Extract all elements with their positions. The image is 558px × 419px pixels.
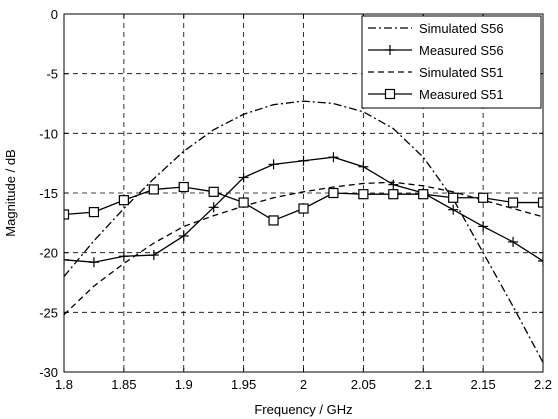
legend-entry: Measured S51 [368,87,504,102]
series-layer [64,100,543,363]
plus-marker [64,254,69,265]
legend-entry: Simulated S56 [368,21,504,36]
plus-marker [328,152,339,163]
y-tick-label: 0 [51,7,58,22]
x-tick-label: 1.9 [175,377,193,392]
square-marker [478,192,489,203]
series-simulated-s56 [64,100,543,363]
plus-marker [385,45,395,55]
x-tick-label: 1.8 [55,377,73,392]
x-axis-title: Frequency / GHz [254,402,352,417]
x-tick-label: 2.05 [351,377,376,392]
plus-marker [508,236,519,247]
legend-label: Simulated S56 [419,21,504,36]
y-tick-label: -20 [39,246,58,261]
square-marker [268,215,279,226]
square-marker [358,189,369,200]
square-marker [298,203,309,214]
square-marker [448,192,459,203]
y-tick-label: -5 [46,67,58,82]
legend: Simulated S56 Measured S56 Simulated S51 Me… [361,15,542,109]
square-marker [418,189,429,200]
square-marker [388,189,399,200]
plus-marker [538,256,543,267]
plus-marker [148,250,159,261]
plus-marker [88,257,99,268]
square-marker [64,209,70,220]
plus-marker [358,161,369,172]
x-tick-label: 2.2 [534,377,552,392]
square-marker [208,186,219,197]
series-line [64,181,543,316]
series-measured-s56 [64,152,543,268]
plus-marker [448,204,459,215]
square-marker [88,206,100,218]
axis-ticks: 1.8 1.85 1.9 1.95 2 2.05 2.1 2.15 2.2 0 -5 -10 -15 -2… [39,7,552,392]
plus-marker [388,179,399,190]
x-tick-label: 1.85 [111,377,136,392]
series-measured-s51 [64,181,543,226]
y-tick-label: -10 [39,126,58,141]
plus-marker [118,251,129,262]
square-marker [148,184,159,195]
legend-label: Simulated S51 [419,65,504,80]
square-marker [384,88,396,100]
x-tick-label: 2.1 [414,377,432,392]
square-marker [328,187,339,199]
plus-marker [238,172,249,183]
square-marker [238,197,249,208]
plus-marker [268,159,279,170]
square-marker [507,197,519,208]
y-axis-title: Magnitude / dB [3,149,18,236]
series-simulated-s51 [64,181,543,316]
square-marker [118,195,129,206]
legend-entry: Measured S56 [368,43,504,58]
plus-marker [178,230,189,241]
square-marker [537,197,543,208]
y-tick-label: -15 [39,186,58,201]
plus-marker [208,202,219,213]
legend-entry: Simulated S51 [368,65,504,80]
x-tick-label: 1.95 [231,377,256,392]
plus-marker [298,155,309,166]
y-tick-label: -30 [39,365,58,380]
series-line [64,100,543,363]
square-marker [178,181,189,193]
plus-marker [478,221,489,232]
legend-label: Measured S51 [419,87,504,102]
y-tick-label: -25 [39,305,58,320]
x-tick-label: 2.15 [470,377,495,392]
legend-label: Measured S56 [419,43,504,58]
x-tick-label: 2 [300,377,307,392]
